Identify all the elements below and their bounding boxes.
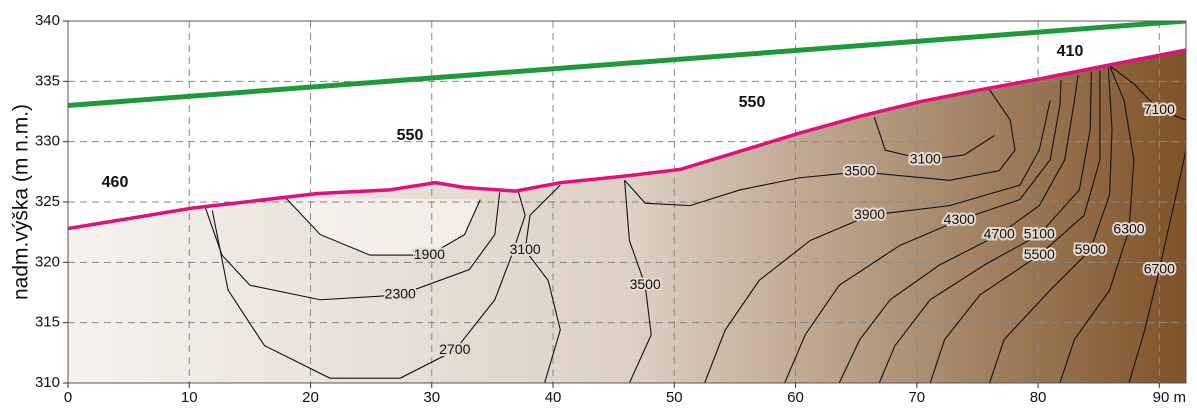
x-tick-label: 40 <box>545 389 562 406</box>
contour-label: 7100 <box>1144 101 1175 117</box>
contour-line <box>211 189 526 379</box>
contour-label: 4700 <box>984 225 1015 241</box>
contour-label: 5100 <box>1024 225 1055 241</box>
contour-line <box>784 80 1062 383</box>
region-label: 550 <box>397 127 424 144</box>
contour-line <box>284 196 481 256</box>
y-tick-label: 340 <box>35 12 60 29</box>
contour-line <box>929 70 1101 383</box>
contour-label: 3100 <box>910 150 941 166</box>
x-tick-label: 50 <box>666 389 683 406</box>
x-tick-label: 90 m <box>1153 389 1186 406</box>
contour-labels: 1900 2300 2700 3100 3100 3500 3500 3900 4300 4700… <box>383 99 1177 359</box>
contour-line <box>838 75 1079 383</box>
contour-line <box>1109 65 1186 121</box>
contour-label: 5900 <box>1075 241 1106 257</box>
contour-line <box>624 89 1016 207</box>
y-tick-label: 315 <box>35 314 60 331</box>
contour-line <box>989 68 1113 383</box>
contour-label: 5500 <box>1024 246 1055 262</box>
x-tick-label: 80 <box>1030 389 1047 406</box>
x-tick-label: 60 <box>787 389 804 406</box>
contour-line <box>1059 65 1135 383</box>
x-tick-label: 10 <box>181 389 198 406</box>
y-tick-label: 320 <box>35 253 60 270</box>
y-tick-label: 335 <box>35 72 60 89</box>
y-axis-label: nadm.výška (m n.m.) <box>10 104 33 300</box>
contour-label: 1900 <box>414 246 445 262</box>
contour-line <box>878 71 1092 383</box>
contour-line <box>1128 149 1186 383</box>
x-tick-label: 0 <box>64 389 72 406</box>
contour-line <box>624 180 652 383</box>
contour-label: 4300 <box>944 211 975 227</box>
contour-line <box>524 184 561 383</box>
contour-label: 3100 <box>510 241 541 257</box>
contour-label: 6300 <box>1113 220 1144 236</box>
y-tick-label: 310 <box>35 374 60 391</box>
plot-area <box>68 21 1186 383</box>
x-tick-label: 20 <box>302 389 319 406</box>
upper-line <box>68 21 1186 108</box>
region-label: 550 <box>739 94 766 111</box>
y-tick-label: 330 <box>35 133 60 150</box>
y-tick-label: 325 <box>35 193 60 210</box>
contour-line <box>873 117 995 161</box>
region-label: 410 <box>1057 43 1084 60</box>
contour-label: 6700 <box>1144 260 1175 276</box>
region-label: 460 <box>102 174 129 191</box>
x-tick-label: 30 <box>423 389 440 406</box>
contour-label: 3500 <box>630 276 661 292</box>
contour-line <box>704 100 1051 383</box>
contour-label: 2300 <box>385 286 416 302</box>
contour-label: 2700 <box>439 341 470 357</box>
contour-line <box>204 192 501 301</box>
x-tick-label: 70 <box>908 389 925 406</box>
contour-label: 3900 <box>854 206 885 222</box>
contour-label: 3500 <box>844 163 875 179</box>
surface-line <box>68 48 1186 231</box>
